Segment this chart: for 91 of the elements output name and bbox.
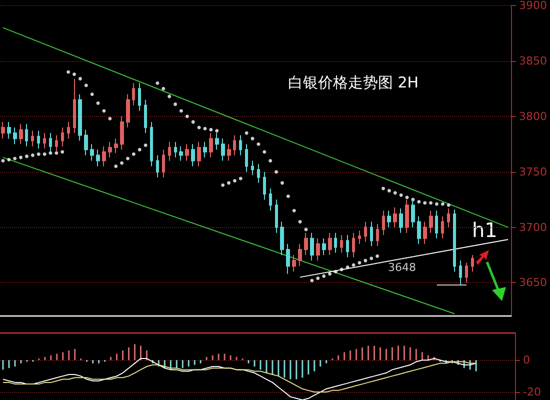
candlestick — [203, 141, 207, 158]
candlestick — [435, 210, 438, 239]
candlestick — [334, 232, 337, 254]
candlestick — [447, 208, 450, 228]
annotation: 3648 — [388, 261, 416, 274]
candlestick — [67, 121, 70, 140]
candlestick — [221, 138, 225, 162]
candlestick — [138, 82, 141, 112]
candlestick — [316, 238, 320, 262]
candlestick — [280, 221, 284, 256]
candlestick — [102, 146, 106, 167]
candlestick — [275, 199, 278, 234]
candlestick — [387, 210, 391, 228]
text: 白银价格走势图 2H — [288, 74, 419, 92]
candlestick — [168, 141, 171, 162]
candlestick — [43, 132, 46, 150]
candlestick — [37, 130, 40, 150]
candlestick — [328, 232, 332, 256]
candlestick — [393, 206, 397, 228]
candlestick — [286, 243, 290, 274]
candlestick — [31, 130, 34, 147]
candlestick — [304, 232, 308, 256]
y-tick-label: 0 — [523, 354, 530, 367]
candlestick — [233, 134, 236, 156]
candlestick — [96, 149, 100, 167]
candlestick — [191, 144, 195, 167]
candlestick — [162, 149, 165, 178]
candlestick — [185, 144, 189, 162]
candlestick — [126, 94, 130, 128]
y-tick-label: 3800 — [519, 110, 548, 123]
candlestick — [370, 221, 373, 247]
candlestick — [405, 199, 409, 234]
candlestick — [174, 141, 177, 158]
candlestick — [1, 121, 5, 140]
y-tick-label: 3750 — [519, 165, 548, 178]
candlestick — [245, 144, 248, 172]
candlestick — [179, 146, 183, 162]
candlestick — [19, 124, 23, 145]
candlestick — [453, 209, 456, 272]
candlestick — [78, 94, 82, 142]
candlestick — [120, 116, 124, 150]
candlestick — [156, 154, 159, 178]
candlestick — [441, 216, 444, 239]
candlestick — [411, 199, 415, 228]
y-tick-label: 3650 — [519, 276, 548, 290]
candlestick — [399, 208, 403, 234]
candlestick — [132, 82, 135, 106]
line-series — [2, 358, 477, 400]
y-tick-label: 3700 — [519, 220, 548, 234]
line-series — [2, 361, 477, 393]
candlestick — [471, 254, 474, 272]
y-tick-label: -20 — [523, 386, 541, 399]
candlestick — [465, 262, 468, 284]
candlestick — [150, 121, 153, 167]
candlestick — [114, 138, 118, 154]
candlestick — [346, 234, 349, 258]
candlestick — [209, 132, 213, 158]
candlestick — [197, 141, 201, 167]
candlestick — [310, 232, 314, 262]
candlestick — [429, 210, 433, 234]
candlestick — [376, 223, 379, 247]
annotation: h1 — [472, 218, 498, 242]
candlestick — [25, 124, 28, 147]
candlestick — [459, 260, 462, 286]
candlestick — [340, 234, 343, 254]
candlestick — [364, 221, 367, 242]
candlestick — [292, 254, 296, 272]
candlestick — [215, 132, 219, 150]
candlestick — [263, 171, 266, 200]
candlestick — [417, 216, 421, 244]
y-tick-label: 3900 — [519, 0, 548, 12]
candlestick — [423, 221, 427, 244]
candlestick — [73, 78, 76, 134]
candlestick — [269, 188, 272, 212]
candlestick — [7, 121, 11, 140]
candlestick — [108, 141, 112, 158]
candlestick — [298, 243, 302, 267]
candlestick — [382, 210, 385, 236]
candlestick — [227, 144, 231, 162]
candlestick — [90, 144, 94, 162]
candlestick — [358, 230, 361, 244]
candlestick — [251, 160, 254, 176]
candlestick — [13, 126, 17, 145]
candlestick — [84, 129, 88, 156]
candlestick — [352, 232, 355, 258]
candlestick — [144, 99, 147, 134]
candlestick — [61, 126, 64, 147]
candlestick — [239, 134, 242, 156]
candlestick — [322, 238, 326, 256]
candlestick — [257, 164, 260, 184]
y-tick-label: 3850 — [519, 54, 548, 68]
